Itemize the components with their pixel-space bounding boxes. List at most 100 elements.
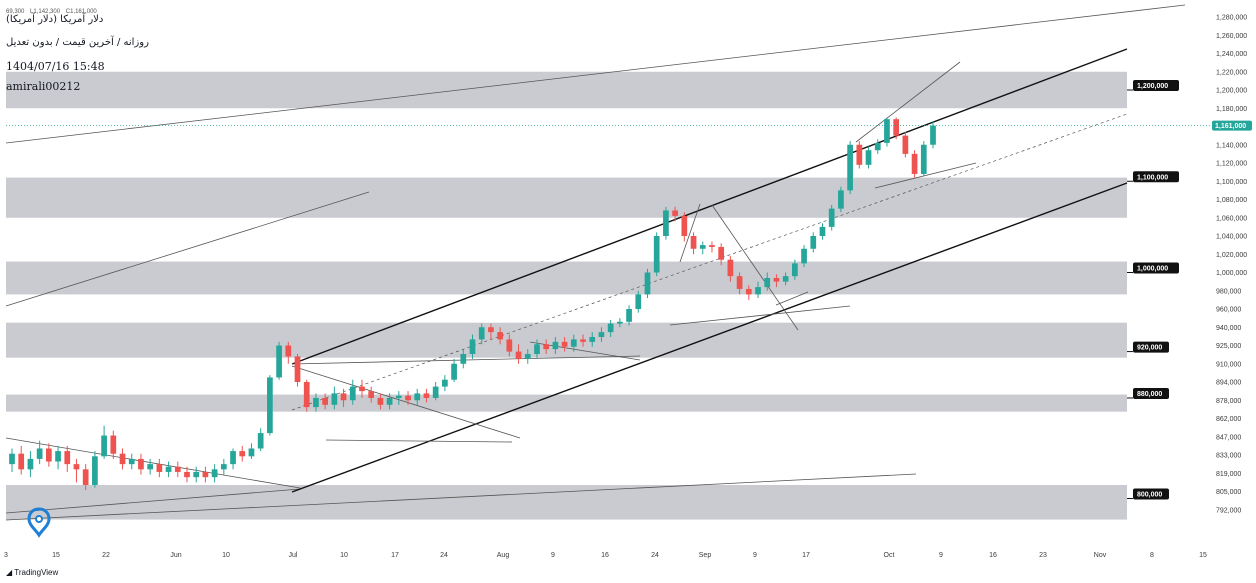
candle-body-62 bbox=[580, 339, 586, 342]
candle-body-57 bbox=[534, 344, 540, 355]
x-tick-label-22: 15 bbox=[1199, 552, 1207, 559]
candle-body-10 bbox=[101, 435, 107, 457]
y-tick-label-19: 910,000 bbox=[1216, 361, 1241, 368]
candle-body-51 bbox=[478, 327, 485, 340]
candle-body-80 bbox=[745, 288, 752, 295]
candle-body-5 bbox=[55, 451, 61, 462]
last-price-tag bbox=[1212, 120, 1252, 131]
candle-body-90 bbox=[838, 190, 844, 209]
candle-body-73 bbox=[681, 215, 688, 236]
candle-body-28 bbox=[267, 377, 273, 434]
candle-body-74 bbox=[690, 236, 697, 249]
candle-body-86 bbox=[801, 248, 807, 264]
candle-body-66 bbox=[617, 321, 623, 324]
y-tick-label-2: 1,240,000 bbox=[1216, 51, 1247, 58]
x-tick-label-7: 17 bbox=[391, 552, 399, 559]
y-tick-label-12: 1,040,000 bbox=[1216, 234, 1247, 241]
candle-body-81 bbox=[755, 287, 761, 295]
y-tick-label-8: 1,120,000 bbox=[1216, 161, 1247, 168]
candle-body-54 bbox=[506, 339, 513, 352]
level-tag-label-1: 1,100,000 bbox=[1137, 174, 1168, 181]
y-tick-label-4: 1,200,000 bbox=[1216, 88, 1247, 95]
candle-body-19 bbox=[184, 471, 190, 478]
y-tick-label-11: 1,060,000 bbox=[1216, 215, 1247, 222]
sr-zone-3 bbox=[6, 322, 1127, 358]
trendline-3 bbox=[5, 473, 917, 521]
candle-body-82 bbox=[764, 277, 771, 288]
x-tick-label-0: 3 bbox=[4, 552, 8, 559]
candle-body-36 bbox=[340, 393, 347, 401]
candle-body-84 bbox=[782, 276, 789, 282]
candle-body-40 bbox=[377, 397, 384, 405]
candle-body-64 bbox=[598, 332, 605, 337]
candle-body-2 bbox=[27, 458, 34, 470]
candle-body-0 bbox=[9, 453, 15, 465]
candle-body-60 bbox=[561, 341, 568, 347]
candle-body-9 bbox=[92, 456, 98, 485]
trendline-16 bbox=[855, 61, 961, 143]
candle-body-43 bbox=[405, 395, 411, 401]
candle-body-45 bbox=[423, 393, 430, 398]
candle-body-27 bbox=[257, 433, 264, 449]
candle-body-31 bbox=[294, 356, 301, 382]
candle-body-70 bbox=[653, 236, 660, 273]
y-tick-label-10: 1,080,000 bbox=[1216, 197, 1247, 204]
y-tick-label-18: 925,000 bbox=[1216, 343, 1241, 350]
y-tick-label-25: 819,000 bbox=[1216, 471, 1241, 478]
candle-body-87 bbox=[810, 236, 817, 249]
y-tick-label-26: 805,000 bbox=[1216, 489, 1241, 496]
trendline-14 bbox=[679, 203, 701, 263]
candle-body-95 bbox=[884, 119, 890, 143]
username-label: amirali00212 bbox=[6, 80, 81, 93]
trendline-1 bbox=[5, 191, 370, 307]
x-tick-label-17: 9 bbox=[939, 552, 943, 559]
trendline-6 bbox=[291, 48, 1128, 365]
x-tick-label-15: 17 bbox=[802, 552, 810, 559]
trendline-4 bbox=[5, 488, 301, 514]
candle-body-76 bbox=[709, 245, 715, 247]
level-tag-1 bbox=[1133, 171, 1179, 183]
trendline-0 bbox=[5, 4, 1186, 144]
candle-body-35 bbox=[331, 393, 338, 405]
sr-zone-2 bbox=[6, 261, 1127, 295]
candle-body-39 bbox=[368, 391, 375, 398]
candle-body-59 bbox=[552, 341, 559, 350]
sr-zone-1 bbox=[6, 177, 1127, 218]
y-tick-label-21: 878,000 bbox=[1216, 398, 1241, 405]
candle-body-47 bbox=[442, 379, 448, 387]
chart-subtitle: روزانه / آخرین قیمت / بدون تعدیل bbox=[6, 37, 149, 48]
candle-body-53 bbox=[497, 332, 503, 340]
level-tag-0 bbox=[1133, 80, 1179, 91]
candle-body-17 bbox=[165, 466, 172, 472]
y-tick-label-5: 1,180,000 bbox=[1216, 106, 1247, 113]
level-tag-label-2: 1,000,000 bbox=[1137, 266, 1168, 273]
x-tick-label-1: 15 bbox=[52, 552, 60, 559]
candle-body-20 bbox=[193, 471, 200, 478]
level-tag-3 bbox=[1133, 341, 1169, 353]
x-tick-label-8: 24 bbox=[440, 552, 448, 559]
candle-body-94 bbox=[874, 142, 881, 151]
y-tick-label-16: 960,000 bbox=[1216, 307, 1241, 314]
candle-body-8 bbox=[82, 469, 89, 485]
candle-body-6 bbox=[64, 451, 71, 465]
y-tick-label-7: 1,140,000 bbox=[1216, 142, 1247, 149]
candle-body-32 bbox=[303, 382, 310, 408]
trendline-15 bbox=[874, 162, 977, 189]
candle-body-49 bbox=[460, 354, 467, 364]
y-tick-label-20: 894,000 bbox=[1216, 380, 1241, 387]
x-tick-label-6: 10 bbox=[340, 552, 348, 559]
candle-body-72 bbox=[672, 210, 678, 216]
x-tick-label-13: Sep bbox=[699, 552, 712, 559]
candle-body-12 bbox=[119, 453, 126, 465]
y-tick-label-27: 792,000 bbox=[1216, 507, 1241, 514]
candle-body-46 bbox=[432, 386, 439, 398]
candle-body-41 bbox=[386, 397, 393, 405]
candle-body-15 bbox=[147, 464, 154, 470]
candle-body-88 bbox=[819, 226, 826, 236]
level-tag-label-5: 800,000 bbox=[1137, 492, 1162, 499]
sr-zone-4 bbox=[6, 394, 1127, 412]
x-tick-label-5: Jul bbox=[289, 552, 298, 559]
candle-body-1 bbox=[18, 453, 25, 470]
candle-body-23 bbox=[220, 464, 227, 470]
